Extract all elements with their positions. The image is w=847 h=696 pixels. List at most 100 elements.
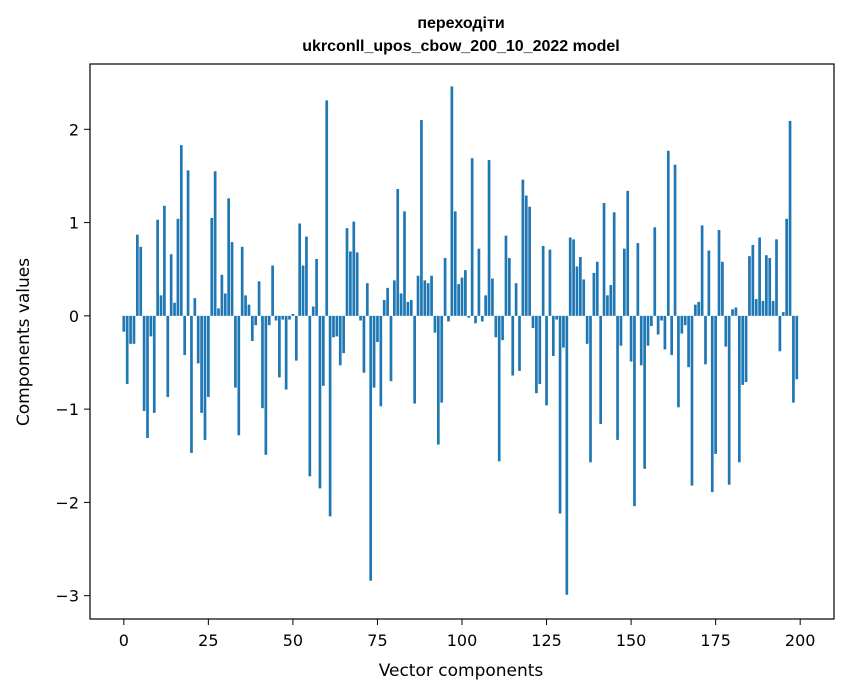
bar-122: [535, 315, 538, 394]
bar-97: [450, 86, 454, 316]
bar-67: [349, 251, 352, 316]
bar-154: [643, 315, 646, 469]
bar-0: [122, 315, 126, 332]
bar-130: [562, 315, 565, 348]
x-tick-label: 50: [283, 631, 303, 650]
bar-68: [352, 221, 356, 316]
bar-139: [592, 272, 596, 316]
bar-141: [599, 315, 603, 425]
bar-87: [416, 275, 420, 316]
bar-158: [656, 315, 660, 335]
bar-93: [436, 315, 440, 445]
bar-46: [278, 315, 281, 378]
bar-71: [362, 315, 366, 373]
bar-120: [528, 206, 531, 316]
bar-66: [345, 228, 349, 316]
bar-59: [321, 315, 325, 386]
bar-166: [683, 315, 687, 326]
bar-81: [396, 188, 400, 316]
bar-124: [541, 245, 545, 316]
bar-123: [538, 315, 542, 384]
bar-24: [203, 315, 207, 440]
bar-114: [507, 258, 511, 316]
bar-42: [264, 315, 268, 455]
bar-52: [298, 223, 302, 316]
bar-151: [633, 315, 636, 507]
bar-172: [704, 315, 707, 365]
bar-181: [734, 307, 738, 316]
bar-136: [582, 279, 586, 316]
bar-175: [714, 315, 717, 454]
bar-104: [474, 315, 477, 324]
bar-189: [761, 300, 765, 316]
x-tick-label: 25: [198, 631, 218, 650]
bar-164: [677, 315, 680, 408]
bar-173: [707, 250, 711, 316]
bar-174: [710, 315, 714, 493]
bar-199: [795, 315, 799, 380]
bar-73: [369, 315, 373, 581]
bar-149: [626, 190, 630, 316]
bar-43: [267, 315, 271, 326]
y-tick-label: 1: [69, 214, 79, 233]
bar-34: [237, 315, 241, 436]
bar-77: [382, 299, 386, 316]
bar-180: [731, 309, 734, 316]
bar-70: [359, 315, 362, 321]
bar-138: [589, 315, 592, 463]
bar-163: [673, 164, 677, 316]
bar-137: [585, 315, 589, 344]
bar-57: [315, 258, 318, 316]
bar-26: [210, 217, 214, 316]
bar-79: [389, 315, 393, 382]
bar-119: [524, 195, 528, 316]
bar-32: [230, 242, 234, 316]
y-tick-label: −3: [55, 587, 79, 606]
bar-179: [727, 315, 731, 485]
bar-118: [521, 179, 525, 316]
bar-82: [399, 293, 403, 316]
bar-14: [169, 254, 173, 316]
bar-107: [484, 295, 488, 316]
bar-63: [335, 315, 339, 337]
bar-129: [558, 315, 562, 514]
bar-103: [470, 158, 474, 316]
bar-29: [220, 274, 224, 316]
bar-170: [697, 301, 701, 316]
bar-162: [670, 315, 674, 356]
bar-168: [690, 315, 694, 486]
bar-147: [619, 315, 623, 346]
bar-69: [355, 252, 359, 316]
bar-55: [308, 315, 312, 477]
y-axis-label: Components values: [14, 258, 34, 426]
bar-86: [413, 315, 417, 404]
bar-20: [190, 315, 193, 453]
bar-155: [646, 315, 650, 346]
bar-134: [575, 266, 579, 316]
bar-2: [129, 315, 132, 344]
bar-94: [440, 315, 444, 403]
bar-128: [555, 315, 559, 320]
bar-16: [176, 218, 180, 316]
bar-15: [173, 302, 176, 316]
bar-182: [737, 315, 741, 463]
bar-75: [376, 315, 379, 342]
bar-40: [257, 281, 261, 316]
bar-165: [680, 315, 684, 334]
bar-161: [666, 150, 670, 316]
bar-198: [792, 315, 795, 403]
x-tick-label: 150: [616, 631, 647, 650]
bar-111: [497, 315, 501, 462]
bar-37: [247, 304, 251, 316]
bar-140: [595, 261, 599, 316]
bar-152: [636, 243, 640, 316]
bar-178: [724, 315, 728, 347]
bar-51: [294, 315, 298, 361]
bar-190: [765, 255, 768, 316]
y-tick-label: 0: [69, 307, 79, 326]
bar-72: [365, 283, 369, 316]
bar-31: [227, 198, 231, 316]
bar-131: [565, 315, 569, 595]
bar-5: [139, 246, 143, 316]
bar-47: [281, 315, 285, 320]
